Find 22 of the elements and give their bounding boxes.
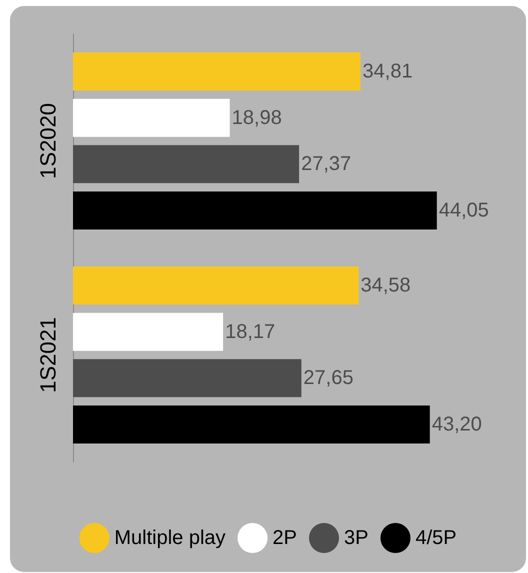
bar: [73, 266, 359, 304]
data-label: 44,05: [438, 200, 489, 222]
data-label: 43,20: [432, 414, 482, 436]
legend-label: 3P: [344, 527, 368, 549]
bar: [73, 52, 361, 90]
bar: [73, 406, 430, 444]
data-label: 18,98: [232, 106, 282, 129]
bar: [73, 145, 300, 184]
bar: [73, 98, 230, 137]
data-label: 27,37: [301, 153, 352, 176]
bar: [73, 312, 224, 351]
data-label: 34,81: [362, 60, 413, 82]
data-label: 18,17: [225, 320, 276, 343]
bar: [73, 192, 437, 230]
data-label: 27,65: [303, 367, 354, 390]
legend-label: 2P: [272, 527, 298, 549]
y-tick-label: 1S2020: [36, 103, 60, 179]
data-label: 34,58: [360, 274, 411, 296]
bar: [73, 359, 302, 398]
y-tick-label: 1S2021: [36, 317, 60, 393]
legend-label: 4/5P: [415, 527, 457, 549]
legend-label: Multiple play: [114, 527, 226, 549]
